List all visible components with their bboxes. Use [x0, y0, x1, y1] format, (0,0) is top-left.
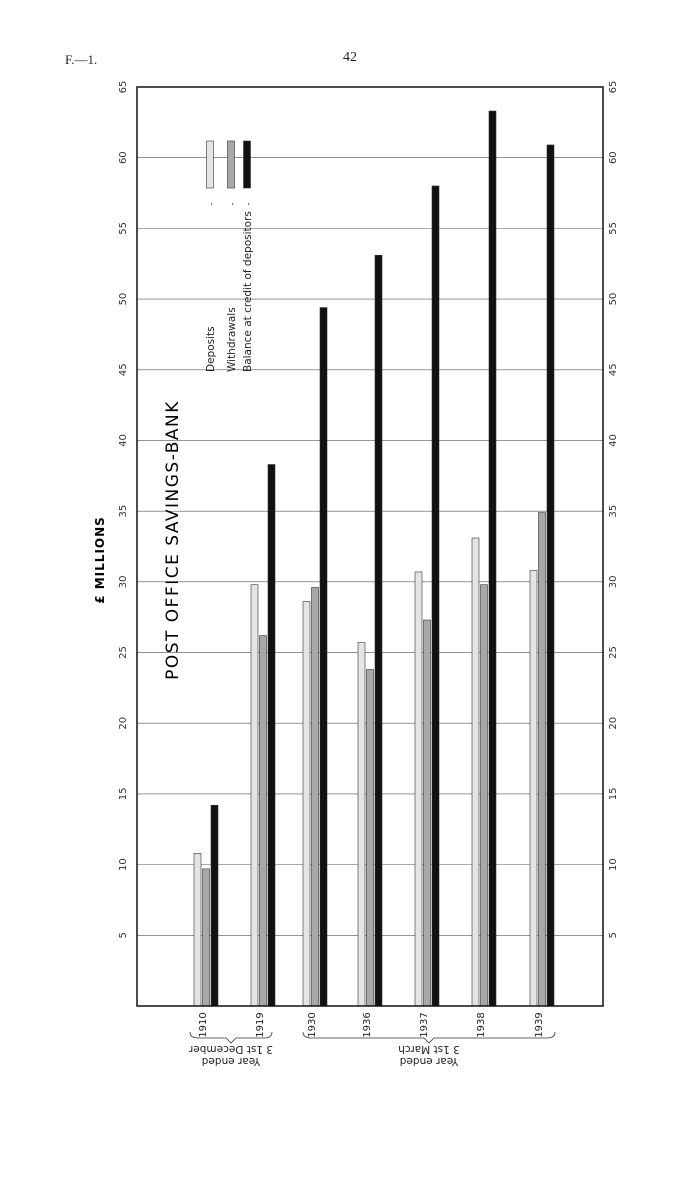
tick-label-left: 65: [118, 81, 129, 94]
group-label-line2: Year ended: [400, 1055, 459, 1067]
tick-label-left: 5: [118, 932, 129, 938]
group-label-line1: 3 1st March: [398, 1043, 460, 1055]
bars: [193, 110, 555, 1007]
bar: [431, 185, 440, 1007]
page-code: F.—1.: [65, 52, 98, 67]
bar: [319, 307, 328, 1007]
tick-label-right: 25: [608, 646, 619, 659]
tick-label-left: 15: [118, 788, 129, 801]
bar: [210, 804, 219, 1007]
bar: [488, 110, 497, 1007]
bar: [374, 254, 383, 1007]
page-number: 42: [343, 50, 357, 65]
bar: [250, 584, 259, 1007]
tick-label-left: 60: [118, 151, 129, 164]
category-label: 1919: [255, 1012, 266, 1037]
bar: [538, 512, 546, 1007]
legend-label: Withdrawals: [226, 307, 238, 372]
bar: [311, 587, 319, 1007]
legend-swatch: [206, 140, 214, 189]
tick-label-right: 15: [608, 788, 619, 801]
category-label: 1938: [476, 1012, 487, 1037]
legend-swatch: [243, 140, 251, 189]
category-label: 1910: [198, 1012, 209, 1037]
tick-label-right: 5: [608, 932, 619, 938]
plot-frame: [136, 86, 604, 1007]
legend-label: Deposits: [205, 326, 217, 372]
legend-separator: -: [228, 202, 238, 205]
y-axis-label: £ MILLIONS: [93, 516, 107, 604]
bar: [546, 144, 555, 1007]
bar: [202, 868, 210, 1007]
category-labels: 1910 1919 1930 1936 1937 1938 1939: [198, 1012, 545, 1037]
tick-label-right: 30: [608, 575, 619, 588]
tick-label-left: 45: [118, 363, 129, 376]
bar: [423, 619, 431, 1007]
tick-label-right: 60: [608, 151, 619, 164]
tick-label-left: 30: [118, 575, 129, 588]
tick-label-right: 10: [608, 858, 619, 871]
tick-label-left: 55: [118, 222, 129, 235]
tick-label-right: 55: [608, 222, 619, 235]
tick-label-left: 25: [118, 646, 129, 659]
tick-label-right: 20: [608, 717, 619, 730]
group-bracket: [189, 1031, 273, 1044]
category-label: 1936: [362, 1012, 373, 1037]
tick-label-left: 50: [118, 293, 129, 306]
tick-label-left: 20: [118, 717, 129, 730]
group-label-line1: 3 1st December: [188, 1043, 273, 1055]
group-label-line2: Year ended: [202, 1055, 261, 1067]
bar: [357, 642, 366, 1007]
tick-label-right: 45: [608, 363, 619, 376]
chart-title: POST OFFICE SAVINGS-BANK: [163, 400, 183, 680]
bar: [414, 571, 423, 1007]
category-label: 1939: [534, 1012, 545, 1037]
tick-label-left: 40: [118, 434, 129, 447]
category-label: 1930: [307, 1012, 318, 1037]
bar: [480, 584, 488, 1007]
legend: - Deposits - Withdrawals - Balance at credit …: [205, 140, 254, 372]
bar: [366, 669, 374, 1007]
bar: [259, 635, 267, 1007]
bar: [529, 570, 538, 1007]
bar: [267, 464, 276, 1007]
legend-separator: -: [244, 202, 254, 205]
bar: [302, 601, 311, 1007]
tick-label-left: 35: [118, 505, 129, 518]
bar: [193, 853, 202, 1007]
group-bracket: [302, 1031, 556, 1044]
tick-label-right: 50: [608, 293, 619, 306]
bar: [471, 537, 480, 1007]
tick-label-right: 35: [608, 505, 619, 518]
legend-swatch: [227, 140, 235, 189]
legend-label: Balance at credit of depositors: [242, 211, 254, 372]
tick-label-left: 10: [118, 858, 129, 871]
category-label: 1937: [419, 1012, 430, 1037]
tick-label-right: 65: [608, 81, 619, 94]
tick-label-right: 40: [608, 434, 619, 447]
legend-separator: -: [207, 202, 217, 205]
